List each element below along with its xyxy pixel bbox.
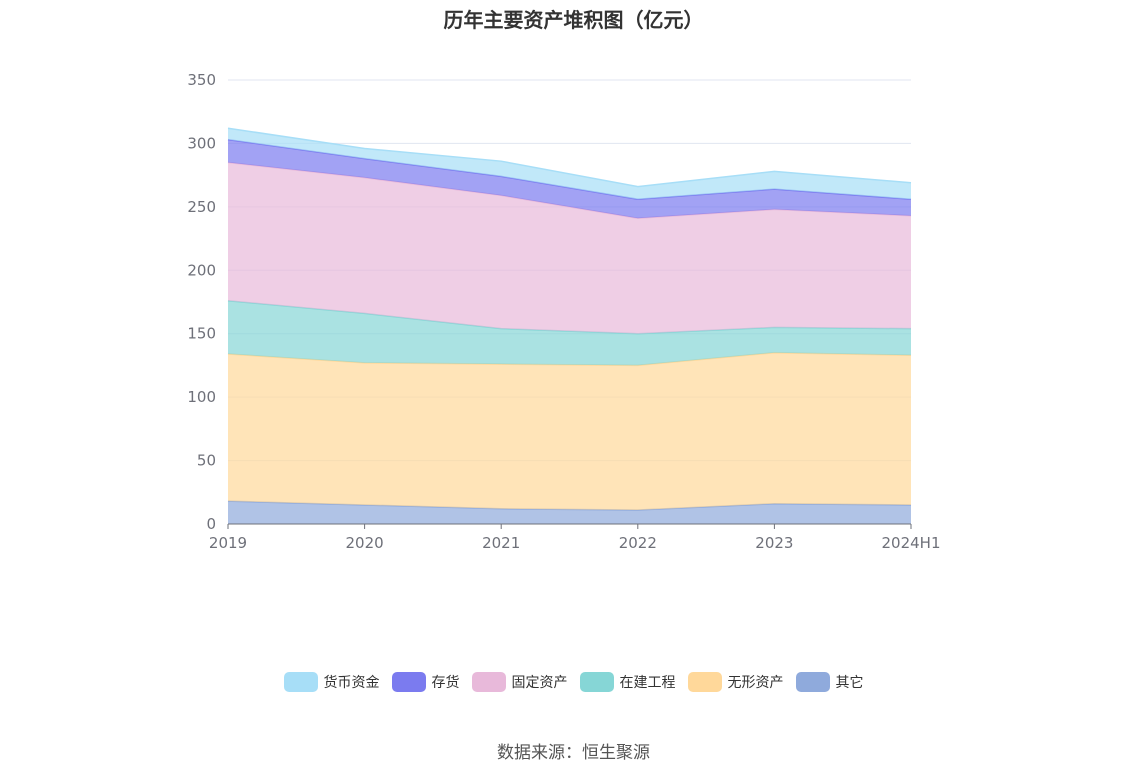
y-tick-label: 200 — [187, 261, 216, 279]
legend-swatch — [391, 672, 426, 692]
area-series-5 — [228, 128, 911, 200]
legend-swatch — [795, 672, 830, 692]
legend-label: 存货 — [431, 675, 460, 691]
axes — [227, 523, 912, 529]
chart-title: 历年主要资产堆积图（亿元） — [443, 8, 704, 32]
x-tick-label: 2019 — [209, 534, 247, 552]
x-tick-labels: 2019 2020 2021 2022 2023 2024H1 — [209, 534, 941, 552]
legend-swatch — [283, 672, 318, 692]
y-tick-labels: 0 50 100 150 200 250 300 350 — [187, 71, 216, 533]
legend-label: 在建工程 — [619, 675, 676, 691]
legend-swatch — [687, 672, 722, 692]
y-tick-label: 50 — [197, 452, 216, 470]
legend-item[interactable]: 其它 — [795, 672, 864, 692]
legend: 货币资金 存货 固定资产 在建工程 无形资产 其它 — [0, 672, 1147, 692]
x-tick-label: 2020 — [346, 534, 384, 552]
legend-item[interactable]: 无形资产 — [687, 672, 784, 692]
area-series-1 — [228, 352, 911, 511]
area-series-2 — [228, 300, 911, 366]
legend-label: 无形资产 — [727, 675, 784, 691]
y-tick-label: 350 — [187, 71, 216, 89]
y-tick-label: 300 — [187, 134, 216, 152]
legend-item[interactable]: 存货 — [391, 672, 460, 692]
area-series-3 — [228, 162, 911, 334]
area-series-0 — [228, 501, 911, 524]
x-tick-label: 2022 — [619, 534, 657, 552]
x-tick-label: 2021 — [482, 534, 520, 552]
legend-swatch — [579, 672, 614, 692]
x-tick-label: 2024H1 — [882, 534, 941, 552]
x-tick-label: 2023 — [755, 534, 793, 552]
legend-item[interactable]: 在建工程 — [579, 672, 676, 692]
legend-label: 其它 — [835, 675, 864, 691]
y-tick-label: 0 — [206, 515, 216, 533]
y-tick-label: 250 — [187, 198, 216, 216]
legend-label: 货币资金 — [323, 675, 380, 691]
area-series-4 — [228, 139, 911, 219]
area-edge-line-5 — [227, 127, 912, 188]
data-source: 数据来源：恒生聚源 — [497, 743, 650, 763]
y-tick-label: 150 — [187, 325, 216, 343]
legend-item[interactable]: 货币资金 — [283, 672, 380, 692]
area-series — [227, 127, 912, 524]
legend-label: 固定资产 — [511, 675, 568, 691]
legend-item[interactable]: 固定资产 — [471, 672, 568, 692]
legend-swatch — [471, 672, 506, 692]
y-tick-label: 100 — [187, 388, 216, 406]
